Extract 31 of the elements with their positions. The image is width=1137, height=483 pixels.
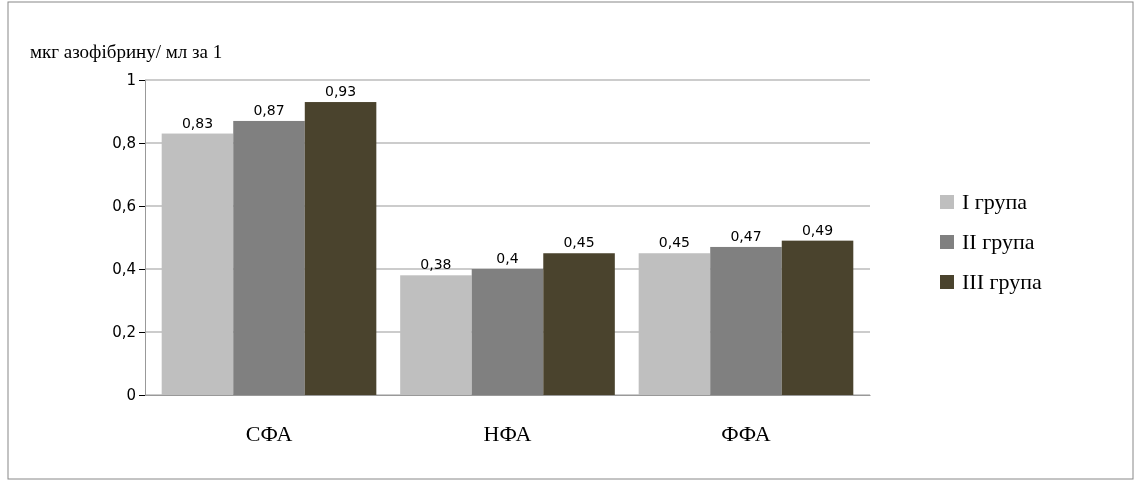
bar — [710, 246, 782, 395]
data-label: 0,45 — [563, 234, 595, 251]
bar — [304, 102, 377, 395]
bar — [233, 120, 305, 395]
data-label: 0,87 — [253, 101, 285, 118]
bar — [781, 240, 854, 395]
data-label: 0,4 — [496, 250, 519, 266]
legend-label: II група — [962, 229, 1035, 254]
data-label: 0,47 — [730, 227, 762, 244]
data-label: 0,49 — [801, 221, 834, 238]
y-axis-title: мкг азофібрину/ мл за 1 — [30, 41, 223, 62]
bar — [638, 253, 711, 395]
data-label: 0,45 — [658, 234, 691, 251]
x-tick-label: НФА — [483, 420, 532, 446]
y-tick-label: 0,8 — [112, 134, 136, 153]
bar — [471, 269, 544, 395]
data-label: 0,38 — [420, 256, 452, 273]
bar — [400, 275, 472, 395]
bar — [161, 133, 234, 395]
x-tick-label: ФФА — [721, 420, 771, 446]
data-label: 0,83 — [181, 114, 214, 131]
x-tick-label: СФА — [245, 420, 293, 446]
bar — [543, 253, 615, 395]
y-tick-label: 0,2 — [112, 323, 136, 342]
legend-label: III група — [962, 269, 1042, 294]
y-tick-label: 0 — [126, 386, 136, 405]
legend-label: I група — [962, 189, 1028, 214]
y-tick-label: 0,6 — [112, 197, 136, 216]
y-tick-label: 0,4 — [112, 260, 136, 279]
data-label: 0,93 — [324, 83, 357, 100]
y-tick-label: 1 — [126, 71, 136, 90]
